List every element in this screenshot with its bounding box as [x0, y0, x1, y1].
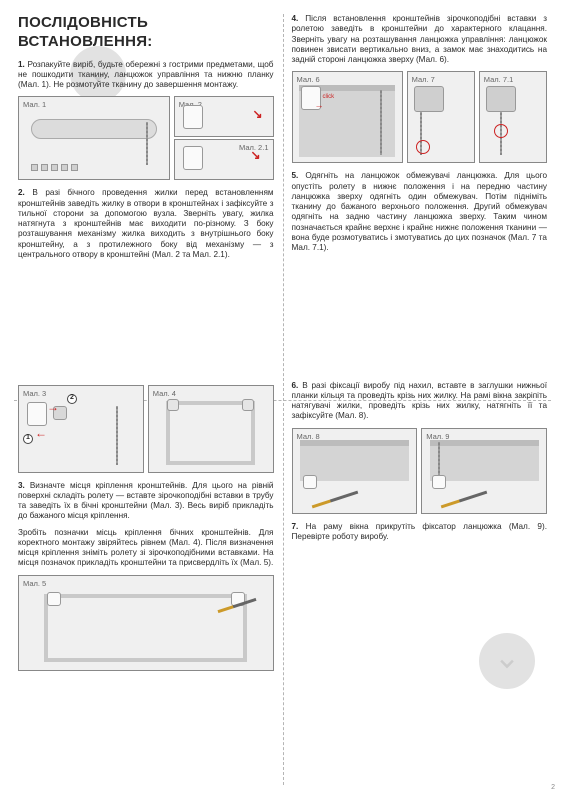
figure-4: Мал. 4	[148, 385, 274, 473]
diagram-parts	[31, 164, 78, 171]
fig-row-1: Мал. 1 Мал. 2 ↘ Мал. 2.1 ↘	[18, 96, 274, 180]
step-7: 7. На раму вікна прикрутіть фіксатор лан…	[292, 522, 548, 543]
fig-label: Мал. 3	[23, 389, 46, 398]
figure-3: Мал. 3 → ← 2 1	[18, 385, 144, 473]
step-marker: 2	[67, 394, 77, 404]
figure-7: Мал. 7	[407, 71, 475, 163]
diagram-roll	[31, 119, 157, 139]
diagram-fixator	[432, 475, 446, 489]
step-text: Розпакуйте виріб, будьте обережні з гост…	[18, 60, 274, 90]
diagram-mechanism	[414, 86, 444, 112]
red-circle-icon	[416, 140, 430, 154]
diagram-chain	[380, 90, 382, 155]
step-text: Зробіть позначки місць кріплення бічних …	[18, 528, 274, 568]
diagram-mechanism	[486, 86, 516, 112]
fig-row-6-7: Мал. 6 click → Мал. 7 Мал. 7.1	[292, 71, 548, 163]
quadrant-top-left: ПОСЛІДОВНІСТЬ ВСТАНОВЛЕННЯ: 1. Розпакуйт…	[12, 14, 280, 375]
step-text: В разі бічного проведення жилки перед вс…	[18, 188, 274, 259]
step-text: Визначте місця кріплення кронштейнів. Дл…	[18, 481, 274, 521]
step-number: 7.	[292, 522, 299, 531]
diagram-blind	[430, 440, 539, 480]
step-3a: 3. Визначте місця кріплення кронштейнів.…	[18, 481, 274, 522]
step-text: На раму вікна прикрутіть фіксатор ланцюж…	[292, 522, 547, 541]
fig-row-3-4: Мал. 3 → ← 2 1 Мал. 4	[18, 385, 274, 473]
diagram-bracket	[47, 592, 61, 606]
step-5: 5. Одягніть на ланцюжок обмежувачі ланцю…	[292, 171, 548, 253]
diagram-chain	[146, 122, 148, 165]
step-number: 1.	[18, 60, 25, 69]
figure-8: Мал. 8	[292, 428, 418, 514]
quadrant-bottom-right: 6. В разі фіксації виробу під нахил, вст…	[286, 381, 554, 788]
arrow-icon: →	[315, 100, 324, 111]
arrow-icon: ↘	[250, 148, 260, 163]
diagram-blind	[300, 440, 409, 480]
diagram-chain	[116, 406, 118, 465]
step-3b: Зробіть позначки місць кріплення бічних …	[18, 528, 274, 569]
diagram-frame	[166, 401, 255, 465]
step-number: 2.	[18, 188, 25, 197]
diagram-bracket	[27, 402, 47, 426]
red-circle-icon	[494, 124, 508, 138]
step-number: 3.	[18, 481, 25, 490]
page-title: ПОСЛІДОВНІСТЬ ВСТАНОВЛЕННЯ:	[18, 14, 274, 52]
quadrant-bottom-left: Мал. 3 → ← 2 1 Мал. 4 3. Визначте місця …	[12, 381, 280, 788]
step-number: 5.	[292, 171, 299, 180]
arrow-icon: →	[47, 400, 59, 415]
step-number: 6.	[292, 381, 299, 390]
step-text: Одягніть на ланцюжок обмежувачі ланцюжка…	[292, 171, 548, 252]
step-4: 4. Після встановлення кронштейнів зірочк…	[292, 14, 548, 65]
diagram-bracket	[183, 105, 203, 129]
step-2: 2. В разі бічного проведення жилки перед…	[18, 188, 274, 260]
figure-2-1: Мал. 2.1 ↘	[174, 139, 274, 180]
fig-row-8-9: Мал. 8 Мал. 9	[292, 428, 548, 514]
figure-6: Мал. 6 click →	[292, 71, 403, 163]
fig-label: Мал. 1	[23, 100, 46, 109]
arrow-icon: ←	[35, 426, 47, 441]
arrow-icon: ↘	[252, 107, 262, 122]
diagram-frame	[44, 594, 247, 662]
fig-row-5: Мал. 5	[18, 575, 274, 671]
step-1: 1. Розпакуйте виріб, будьте обережні з г…	[18, 60, 274, 91]
figure-1: Мал. 1	[18, 96, 170, 180]
figure-2: Мал. 2 ↘	[174, 96, 274, 137]
step-text: Після встановлення кронштейнів зірочкопо…	[292, 14, 548, 64]
fig-label: Мал. 5	[23, 579, 46, 588]
diagram-bracket	[242, 399, 254, 411]
click-label: click	[323, 94, 335, 102]
page-number: 2	[551, 784, 555, 793]
figure-9: Мал. 9	[421, 428, 547, 514]
quadrant-top-right: 4. Після встановлення кронштейнів зірочк…	[286, 14, 554, 375]
step-6: 6. В разі фіксації виробу під нахил, вст…	[292, 381, 548, 422]
figure-7-1: Мал. 7.1	[479, 71, 547, 163]
screwdriver-icon	[311, 490, 358, 508]
diagram-bracket	[183, 146, 203, 170]
fig-label: Мал. 7.1	[484, 75, 513, 84]
figure-5: Мал. 5	[18, 575, 274, 671]
diagram-tensioner	[303, 475, 317, 489]
fig-label: Мал. 7	[412, 75, 435, 84]
step-number: 4.	[292, 14, 299, 23]
fig-label: Мал. 4	[153, 389, 176, 398]
fig-label: Мал. 6	[297, 75, 320, 84]
diagram-bracket	[167, 399, 179, 411]
screwdriver-icon	[441, 490, 488, 508]
step-marker: 1	[23, 434, 33, 444]
